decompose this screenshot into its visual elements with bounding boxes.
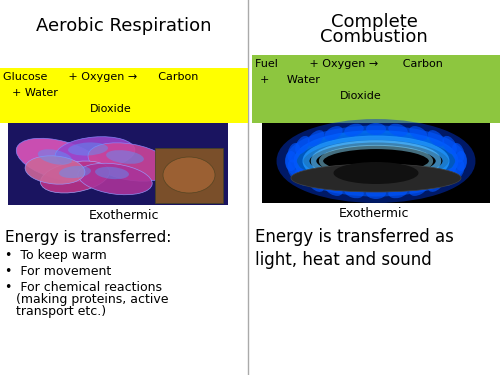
Ellipse shape (455, 151, 467, 171)
Ellipse shape (452, 159, 464, 179)
Text: +     Water: + Water (260, 75, 320, 85)
Ellipse shape (288, 159, 300, 179)
Text: (making proteins, active: (making proteins, active (16, 293, 169, 306)
Ellipse shape (344, 186, 364, 198)
Text: Complete: Complete (330, 13, 418, 31)
Text: •  For movement: • For movement (5, 265, 111, 278)
Ellipse shape (295, 136, 310, 154)
Text: Dioxide: Dioxide (340, 91, 382, 101)
Text: Energy is transferred:: Energy is transferred: (5, 230, 172, 245)
Ellipse shape (308, 176, 324, 192)
Ellipse shape (288, 143, 300, 162)
Text: Exothermic: Exothermic (89, 209, 159, 222)
Bar (0, 68, 248, 123)
Ellipse shape (68, 142, 108, 156)
Text: Aerobic Respiration: Aerobic Respiration (36, 17, 212, 35)
Text: •  For chemical reactions: • For chemical reactions (5, 281, 162, 294)
Ellipse shape (428, 130, 444, 147)
Bar (262, 123, 490, 203)
Ellipse shape (334, 162, 418, 184)
Ellipse shape (25, 156, 85, 184)
Ellipse shape (295, 168, 310, 186)
Ellipse shape (366, 123, 386, 135)
Text: •  To keep warm: • To keep warm (5, 249, 107, 262)
Text: Energy is transferred as
light, heat and sound: Energy is transferred as light, heat and… (255, 228, 454, 269)
Bar (155, 148, 223, 203)
Text: + Water: + Water (12, 88, 58, 98)
Ellipse shape (106, 150, 144, 164)
Ellipse shape (366, 187, 386, 199)
Ellipse shape (388, 186, 408, 198)
Ellipse shape (285, 151, 297, 171)
Ellipse shape (78, 163, 152, 195)
Text: Fuel         + Oxygen →       Carbon: Fuel + Oxygen → Carbon (255, 59, 443, 69)
Ellipse shape (308, 130, 324, 147)
Text: Exothermic: Exothermic (339, 207, 409, 220)
Ellipse shape (324, 182, 342, 196)
Ellipse shape (442, 168, 457, 186)
Ellipse shape (163, 157, 215, 193)
Ellipse shape (442, 136, 457, 154)
Ellipse shape (452, 143, 464, 162)
Ellipse shape (40, 161, 110, 193)
Ellipse shape (16, 138, 104, 182)
Text: Glucose      + Oxygen →      Carbon: Glucose + Oxygen → Carbon (3, 72, 198, 82)
Ellipse shape (59, 166, 91, 178)
Ellipse shape (55, 136, 135, 170)
Bar (252, 55, 500, 123)
Text: Dioxide: Dioxide (90, 104, 132, 114)
Ellipse shape (428, 176, 444, 192)
Text: Combustion: Combustion (320, 28, 428, 46)
Ellipse shape (95, 167, 129, 179)
Ellipse shape (388, 124, 408, 136)
Ellipse shape (291, 164, 461, 192)
Ellipse shape (410, 126, 428, 141)
Ellipse shape (410, 182, 428, 196)
Text: transport etc.): transport etc.) (16, 305, 106, 318)
Ellipse shape (38, 149, 72, 165)
Ellipse shape (88, 143, 172, 181)
Ellipse shape (344, 124, 364, 136)
Bar (8, 123, 228, 205)
Ellipse shape (324, 126, 342, 141)
